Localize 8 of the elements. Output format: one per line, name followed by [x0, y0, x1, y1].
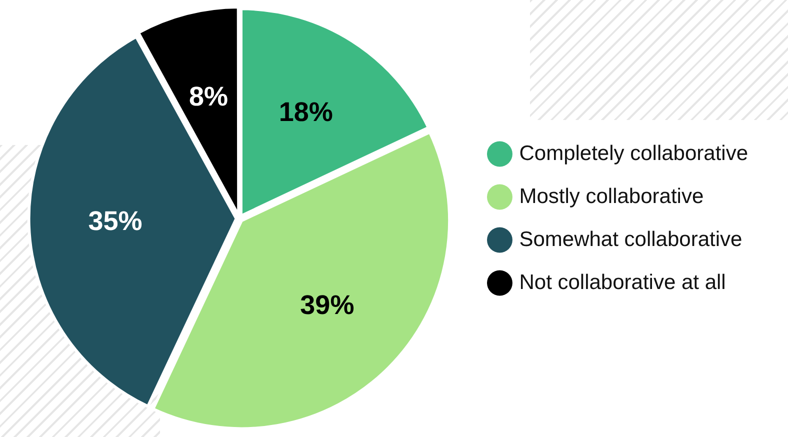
data-label: 35% [88, 206, 142, 236]
data-label: 39% [300, 290, 354, 320]
data-label: 8% [188, 82, 228, 112]
legend-label: Somewhat collaborative [519, 228, 742, 251]
data-label: 18% [278, 97, 333, 128]
legend-label: Not collaborative at all [519, 270, 726, 294]
legend-label: Mostly collaborative [519, 184, 704, 208]
legend-label: Completely collaborative [519, 142, 748, 165]
